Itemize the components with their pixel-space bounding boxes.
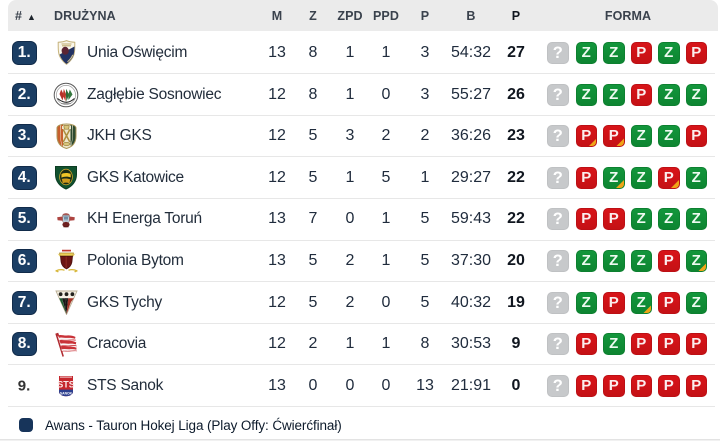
svg-text:SANOK: SANOK — [60, 391, 73, 395]
svg-text:STS: STS — [58, 379, 74, 389]
